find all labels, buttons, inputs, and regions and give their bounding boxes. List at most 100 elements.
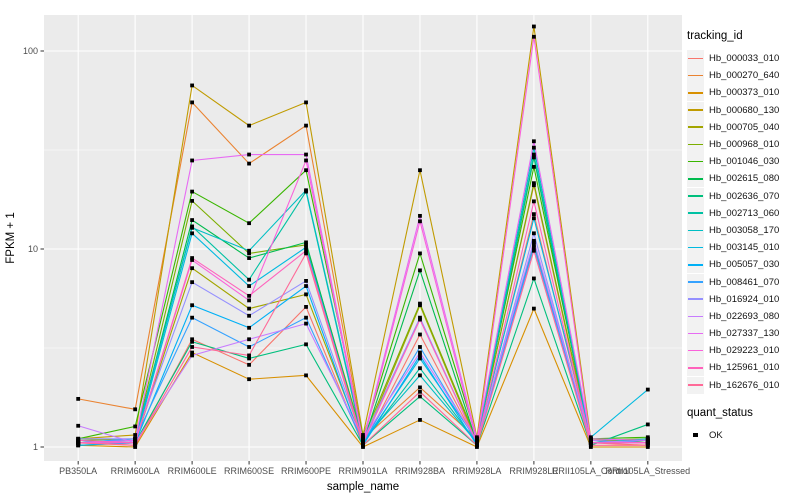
x-tick-label: RRIM901LA: [338, 466, 387, 476]
data-point: [247, 362, 251, 367]
legend-item-label: Hb_005057_030: [709, 259, 780, 271]
legend-item-label: OK: [709, 429, 723, 441]
data-point: [418, 301, 422, 306]
data-point: [133, 407, 138, 412]
data-point: [190, 339, 195, 344]
data-point: [247, 152, 251, 157]
x-tick-label: RRII105LA_Control: [552, 466, 630, 476]
data-point: [190, 258, 195, 262]
data-point: [531, 139, 536, 144]
data-point: [418, 385, 422, 390]
legend-item-label: Hb_001046_030: [709, 156, 780, 168]
data-point: [588, 443, 593, 448]
data-point: [247, 356, 251, 361]
legend-item-label: Hb_162676_010: [709, 379, 780, 391]
legend-key-line: [687, 136, 704, 154]
data-point: [247, 123, 251, 128]
x-tick-label: RRIM928LA: [452, 466, 501, 476]
legend-key-line: [687, 376, 704, 394]
data-point: [588, 436, 593, 441]
data-point: [190, 198, 195, 203]
legend-key-line: [687, 67, 704, 85]
legend-item-Hb_000033_010: Hb_000033_010: [687, 50, 799, 68]
x-tick-label: RRIM928LE: [509, 466, 558, 476]
data-point: [247, 377, 251, 382]
data-point: [531, 231, 536, 236]
data-point: [531, 238, 536, 243]
legend-item-Hb_005057_030: Hb_005057_030: [687, 256, 799, 274]
data-point: [531, 212, 536, 217]
legend-item-label: Hb_000680_130: [709, 104, 780, 116]
legend-key-line: [687, 273, 704, 291]
data-point: [133, 438, 138, 443]
data-point: [304, 240, 308, 245]
data-point: [531, 245, 536, 250]
data-point: [531, 248, 536, 253]
data-point: [247, 313, 251, 318]
data-point: [247, 284, 251, 288]
legend-item-label: Hb_000968_010: [709, 139, 780, 151]
legend-item-Hb_000705_040: Hb_000705_040: [687, 118, 799, 136]
legend-item-Hb_125961_010: Hb_125961_010: [687, 359, 799, 377]
legend-item-label: Hb_003058_170: [709, 224, 780, 236]
data-point: [304, 242, 308, 247]
legend-item-label: Hb_000705_040: [709, 121, 780, 133]
data-point: [531, 242, 536, 247]
legend-item-Hb_001046_030: Hb_001046_030: [687, 153, 799, 171]
legend-item-label: Hb_022693_080: [709, 310, 780, 322]
data-point: [418, 353, 422, 358]
data-point: [190, 158, 195, 163]
x-tick-label: RRIM600LA: [111, 466, 160, 476]
legend-item-quant-OK: OK: [687, 427, 799, 444]
data-point: [247, 251, 251, 256]
data-point: [304, 342, 308, 347]
data-point: [304, 188, 308, 193]
legend-key-line: [687, 84, 704, 102]
data-point: [418, 350, 422, 355]
legend-item-label: Hb_029223_010: [709, 345, 780, 357]
data-point: [531, 183, 536, 188]
data-point: [531, 181, 536, 186]
legend-item-label: Hb_002713_060: [709, 207, 780, 219]
data-point: [475, 436, 479, 441]
data-point: [645, 438, 650, 443]
legend-item-label: Hb_027337_130: [709, 328, 780, 340]
data-point: [190, 231, 195, 236]
data-point: [190, 266, 195, 271]
data-point: [190, 189, 195, 194]
data-point: [418, 345, 422, 349]
x-axis-title: sample_name: [327, 481, 399, 493]
data-point: [588, 440, 593, 445]
data-point: [247, 337, 251, 342]
data-point: [418, 168, 422, 173]
legend-item-label: Hb_000033_010: [709, 53, 780, 65]
data-point: [304, 292, 308, 297]
data-point: [190, 350, 195, 355]
data-point: [304, 248, 308, 253]
legend-item-Hb_162676_010: Hb_162676_010: [687, 376, 799, 394]
data-point: [247, 277, 251, 282]
data-point: [304, 251, 308, 256]
data-point: [361, 438, 365, 443]
legend-item-Hb_000968_010: Hb_000968_010: [687, 136, 799, 154]
data-point: [531, 216, 536, 221]
legend-item-Hb_027337_130: Hb_027337_130: [687, 325, 799, 343]
data-point: [247, 298, 251, 303]
data-point: [645, 440, 650, 445]
y-tick-label: 100: [23, 46, 38, 56]
legend-items-quant: OK: [687, 427, 799, 444]
data-point: [247, 221, 251, 226]
legend-key-line: [687, 170, 704, 188]
data-points: [76, 24, 650, 449]
data-point: [304, 100, 308, 105]
legend-key-line: [687, 101, 704, 119]
data-point: [76, 438, 81, 443]
data-point: [247, 293, 251, 298]
data-point: [418, 332, 422, 337]
data-point: [304, 123, 308, 128]
data-point: [531, 306, 536, 311]
legend-item-label: Hb_002615_080: [709, 173, 780, 185]
data-point: [645, 422, 650, 427]
legend-title-tracking-id: tracking_id: [687, 30, 743, 42]
